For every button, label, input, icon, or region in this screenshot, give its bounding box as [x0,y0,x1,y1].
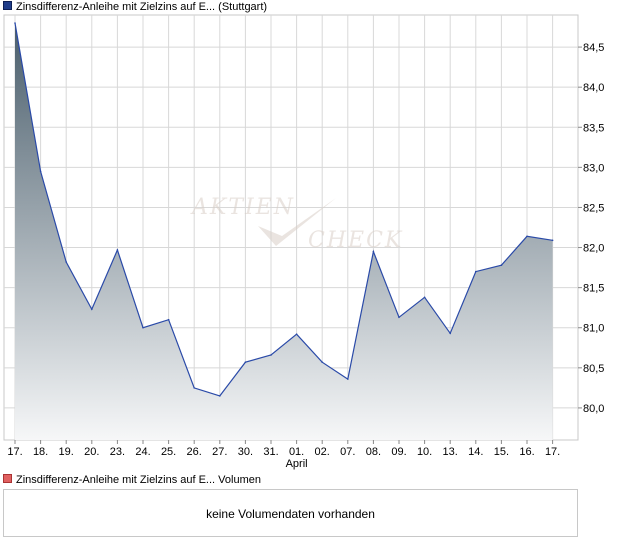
x-tick-label: 13. [443,446,458,458]
y-tick-label: 83,5 [583,122,604,134]
y-axis: 80,0 80,5 81,0 81,5 82,0 82,5 83,0 83,5 84,0 84,5 [578,42,604,415]
y-tick-label: 80,0 [583,403,604,415]
data-point [39,170,42,173]
price-legend-label: Zinsdifferenz-Anleihe mit Zielzins auf E… [16,1,268,13]
x-tick-label: 20. [84,446,99,458]
data-point [372,250,375,253]
data-point [270,354,272,356]
y-tick-label: 84,5 [583,42,604,54]
price-legend-swatch [3,1,12,10]
watermark-logo: AKTIEN CHECK [190,195,403,253]
x-tick-label: 14. [468,446,483,458]
price-legend: Zinsdifferenz-Anleihe mit Zielzins auf E… [3,1,267,13]
data-point [423,296,426,299]
y-tick-label: 82,0 [583,243,604,255]
data-point [14,22,16,24]
x-tick-label: 09. [391,446,406,458]
watermark-line1: AKTIEN [190,195,295,220]
series-area-fill [15,23,553,440]
volume-empty-message: keine Volumendaten vorhanden [206,507,375,521]
data-point [551,239,554,242]
x-tick-label: 26. [187,446,202,458]
x-tick-label: 27. [212,446,227,458]
volume-panel: keine Volumendaten vorhanden [3,489,578,537]
x-tick-label: 18. [33,446,48,458]
x-tick-label: 10. [417,446,432,458]
data-point [398,316,400,319]
data-point [449,332,452,335]
data-point [475,270,477,273]
x-tick-label: 17. [545,446,560,458]
y-tick-label: 80,5 [583,363,604,375]
data-point [193,387,195,389]
volume-legend-swatch [3,474,12,483]
x-sublabel: April [286,458,308,470]
price-chart: AKTIEN CHECK 80,0 80,5 81,0 81,5 82,0 82,5 83,… [3,14,604,470]
y-tick-label: 81,5 [583,283,604,295]
data-point [500,264,503,266]
y-tick-label: 84,0 [583,82,604,94]
x-axis: 17. 18. 19. 20. 23. 24. 25. 26. 27. 30. 31. 01. 02. 0… [7,440,560,470]
x-tick-label: 07. [340,446,355,458]
x-tick-label: 08. [366,446,381,458]
x-tick-label: 17. [7,446,22,458]
data-point [347,378,349,380]
data-point [116,249,119,251]
y-tick-label: 81,0 [583,323,604,335]
y-tick-label: 82,5 [583,202,604,214]
x-tick-label: 31. [263,446,278,458]
series-points [14,22,554,397]
data-point [321,361,324,364]
x-tick-label: 01. [289,446,304,458]
x-tick-label: 02. [315,446,330,458]
y-tick-label: 83,0 [583,162,604,174]
series-area [14,22,553,440]
volume-legend-label: Zinsdifferenz-Anleihe mit Zielzins auf E… [16,474,261,486]
volume-legend: Zinsdifferenz-Anleihe mit Zielzins auf E… [3,474,261,486]
data-point [65,261,67,263]
x-tick-label: 23. [110,446,125,458]
data-point [244,361,247,364]
x-tick-label: 30. [238,446,253,458]
data-point [295,333,298,335]
x-tick-label: 25. [161,446,176,458]
x-tick-label: 24. [135,446,150,458]
x-tick-label: 15. [494,446,509,458]
data-point [142,326,144,329]
data-point [167,318,170,321]
watermark-line2: CHECK [308,228,403,253]
data-point [526,235,528,238]
data-point [91,308,93,311]
x-tick-label: 16. [519,446,534,458]
series-line [14,22,553,397]
data-point [219,395,221,397]
x-tick-label: 19. [59,446,74,458]
